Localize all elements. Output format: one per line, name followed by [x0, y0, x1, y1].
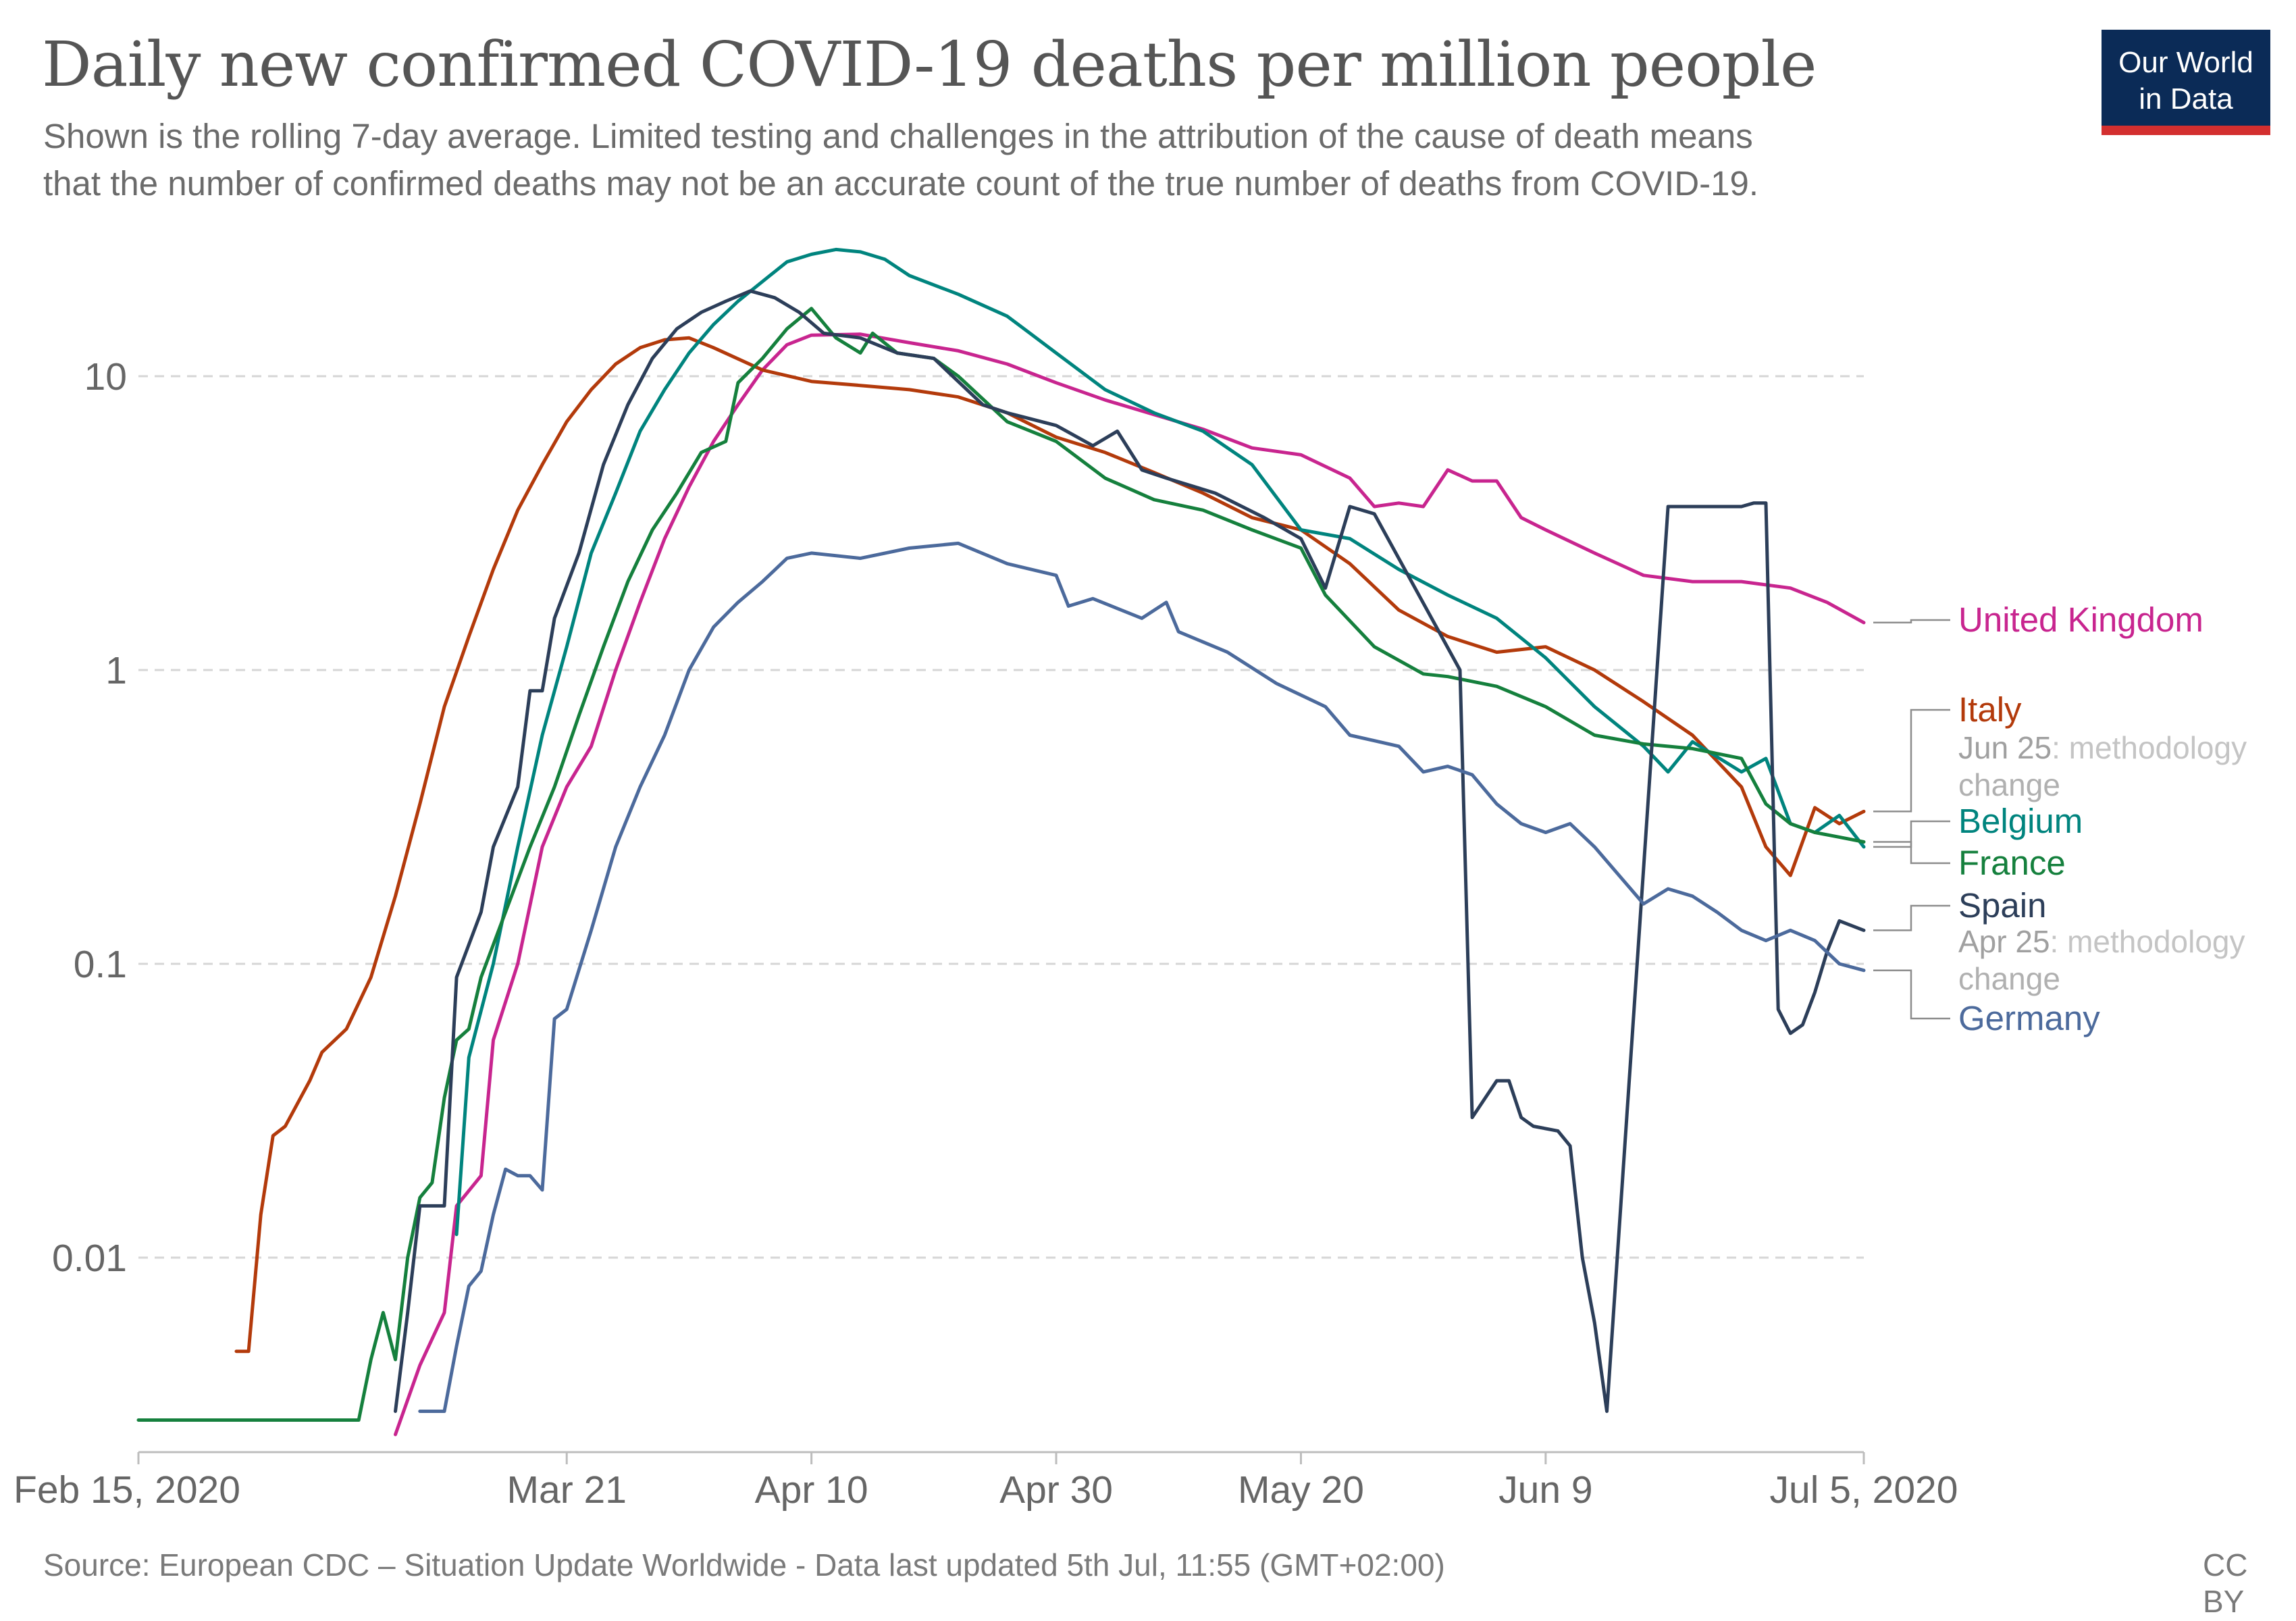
y-tick-label: 10 — [84, 355, 127, 398]
leader-line-spain — [1873, 904, 1950, 931]
leader-line-france — [1873, 841, 1950, 865]
x-tick-label: Mar 21 — [507, 1468, 627, 1512]
annotation-date: Jun 25 — [1958, 730, 2052, 765]
logo-line-1: Our World — [2118, 46, 2253, 79]
series-line-france — [136, 307, 1866, 1422]
annotation-text: : methodology — [2050, 924, 2245, 959]
x-tick-label: Jul 5, 2020 — [1770, 1468, 1958, 1512]
series-label-italy: Italy — [1958, 690, 2022, 729]
chart-subtitle-line-2: that the number of confirmed deaths may … — [43, 164, 1759, 203]
annotation-text: : methodology — [2052, 730, 2247, 765]
series-label-germany: Germany — [1958, 999, 2100, 1037]
x-axis: Feb 15, 2020 Mar 21 Apr 10 Apr 30 May 20 Jun … — [14, 1451, 1958, 1512]
annotation-date: Apr 25 — [1958, 924, 2050, 959]
chart-title: Daily new confirmed COVID-19 deaths per … — [42, 28, 1817, 101]
logo-line-2: in Data — [2139, 82, 2233, 115]
y-axis-ticks: 0.01 0.1 1 10 — [52, 355, 127, 1280]
series-line-belgium — [454, 247, 1866, 1237]
x-tick-label: Apr 30 — [999, 1468, 1113, 1512]
x-tick-label: May 20 — [1238, 1468, 1364, 1512]
series-line-italy — [234, 336, 1866, 1354]
gridlines — [138, 375, 1864, 1259]
x-tick-label: Jun 9 — [1498, 1468, 1592, 1512]
leader-line-belgium — [1873, 820, 1950, 848]
license-link[interactable]: CC BY — [2203, 1547, 2248, 1619]
x-tick-label: Apr 10 — [755, 1468, 868, 1512]
annotation-spain-line-2: change — [1958, 961, 2060, 996]
series-label-united-kingdom: United Kingdom — [1958, 600, 2203, 639]
our-world-in-data-logo[interactable]: Our World in Data — [2102, 30, 2270, 135]
series-label-spain: Spain — [1958, 886, 2046, 925]
x-tick-label: Feb 15, 2020 — [14, 1468, 240, 1512]
annotation-italy-line-1: Jun 25: methodology — [1958, 730, 2247, 765]
series-lines — [136, 247, 1866, 1437]
series-line-spain — [394, 289, 1866, 1413]
leader-line-germany — [1873, 969, 1950, 1020]
y-tick-label: 0.1 — [74, 943, 127, 986]
chart-subtitle-line-1: Shown is the rolling 7-day average. Limi… — [43, 117, 1753, 155]
leader-line-italy — [1873, 709, 1950, 813]
annotation-italy-line-2: change — [1958, 767, 2060, 802]
source-note: Source: European CDC – Situation Update … — [43, 1547, 1445, 1583]
series-label-belgium: Belgium — [1958, 802, 2083, 840]
y-tick-label: 1 — [105, 649, 127, 692]
series-labels: United Kingdom Italy Belgium France Spain Ger… — [1873, 600, 2247, 1037]
leader-line-united-kingdom — [1873, 619, 1950, 624]
series-line-germany — [418, 541, 1866, 1413]
series-label-france: France — [1958, 844, 2066, 882]
y-tick-label: 0.01 — [52, 1237, 127, 1280]
annotation-spain-line-1: Apr 25: methodology — [1958, 924, 2245, 959]
series-line-united-kingdom — [394, 332, 1866, 1437]
